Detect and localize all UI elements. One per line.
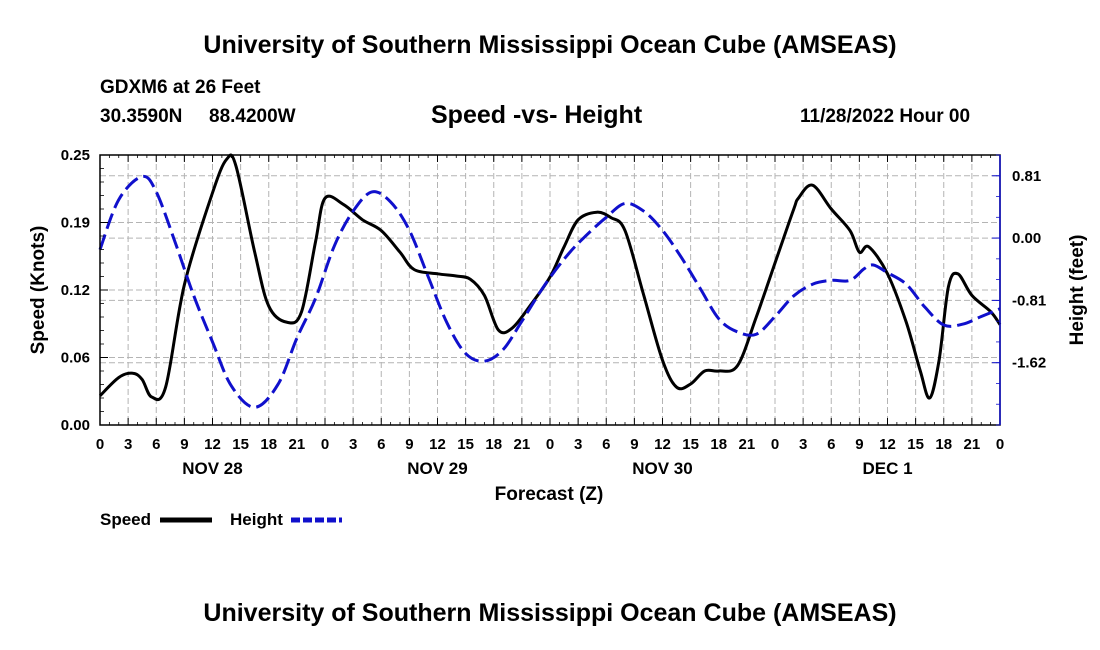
x-tick-label: 18 <box>935 436 952 453</box>
series-height-line <box>98 174 1001 409</box>
y2-tick-label: -0.81 <box>1012 292 1046 309</box>
longitude-label: 88.4200W <box>209 106 296 127</box>
y2-axis-label: Height (feet) <box>1067 235 1088 346</box>
day-label: DEC 1 <box>862 459 912 478</box>
x-tick-label: 12 <box>654 436 671 453</box>
x-tick-label: 18 <box>710 436 727 453</box>
x-tick-label: 6 <box>602 436 610 453</box>
x-tick-label: 9 <box>405 436 413 453</box>
grid <box>100 155 1000 425</box>
x-tick-label: 12 <box>429 436 446 453</box>
y-tick-label: 0.19 <box>61 215 90 232</box>
series-layer <box>98 153 1002 409</box>
y-tick-label: 0.25 <box>61 147 90 164</box>
footer-title: University of Southern Mississippi Ocean… <box>203 599 897 627</box>
x-tick-label: 18 <box>485 436 502 453</box>
x-tick-label: 3 <box>349 436 357 453</box>
x-tick-label: 12 <box>879 436 896 453</box>
x-tick-label: 3 <box>574 436 582 453</box>
y-tick-label: 0.06 <box>61 350 90 367</box>
x-tick-label: 12 <box>204 436 221 453</box>
x-tick-label: 15 <box>907 436 924 453</box>
y-axis-label: Speed (Knots) <box>28 226 49 355</box>
latitude-label: 30.3590N <box>100 106 183 127</box>
x-tick-label: 0 <box>321 436 329 453</box>
x-tick-label: 21 <box>514 436 531 453</box>
legend-speed-label: Speed <box>100 510 151 529</box>
x-tick-label: 21 <box>964 436 981 453</box>
x-tick-label: 21 <box>289 436 306 453</box>
x-tick-label: 0 <box>771 436 779 453</box>
axes: 0 3 6 9 12 15 18 21 0 3 6 9 12 15 18 21 0 3 6 9 12 15 18 21 0 3 6 9… <box>61 147 1046 478</box>
day-label: NOV 28 <box>182 459 242 478</box>
station-label: GDXM6 at 26 Feet <box>100 77 261 98</box>
chart-title: Speed -vs- Height <box>431 101 643 129</box>
y2-tick-label: 0.81 <box>1012 168 1041 185</box>
y-tick-label: 0.12 <box>61 282 90 299</box>
x-tick-label: 15 <box>457 436 474 453</box>
day-label: NOV 29 <box>407 459 467 478</box>
x-tick-label: 21 <box>739 436 756 453</box>
series-speed-line <box>98 153 1002 402</box>
x-tick-label: 3 <box>124 436 132 453</box>
x-tick-label: 0 <box>96 436 104 453</box>
x-tick-label: 9 <box>180 436 188 453</box>
legend: Speed Height <box>100 510 342 529</box>
y-tick-label: 0.00 <box>61 417 90 434</box>
x-tick-label: 6 <box>152 436 160 453</box>
x-tick-label: 15 <box>682 436 699 453</box>
x-tick-label: 3 <box>799 436 807 453</box>
main-title: University of Southern Mississippi Ocean… <box>203 31 897 59</box>
x-tick-label: 0 <box>996 436 1004 453</box>
x-tick-label: 0 <box>546 436 554 453</box>
x-tick-label: 9 <box>855 436 863 453</box>
legend-height-label: Height <box>230 510 283 529</box>
x-axis-label: Forecast (Z) <box>495 484 604 505</box>
x-tick-label: 15 <box>232 436 249 453</box>
x-tick-label: 6 <box>377 436 385 453</box>
x-tick-label: 9 <box>630 436 638 453</box>
y2-tick-label: 0.00 <box>1012 230 1041 247</box>
x-tick-label: 6 <box>827 436 835 453</box>
date-label: 11/28/2022 Hour 00 <box>800 106 971 127</box>
day-label: NOV 30 <box>632 459 692 478</box>
x-tick-label: 18 <box>260 436 277 453</box>
y2-tick-label: -1.62 <box>1012 355 1046 372</box>
